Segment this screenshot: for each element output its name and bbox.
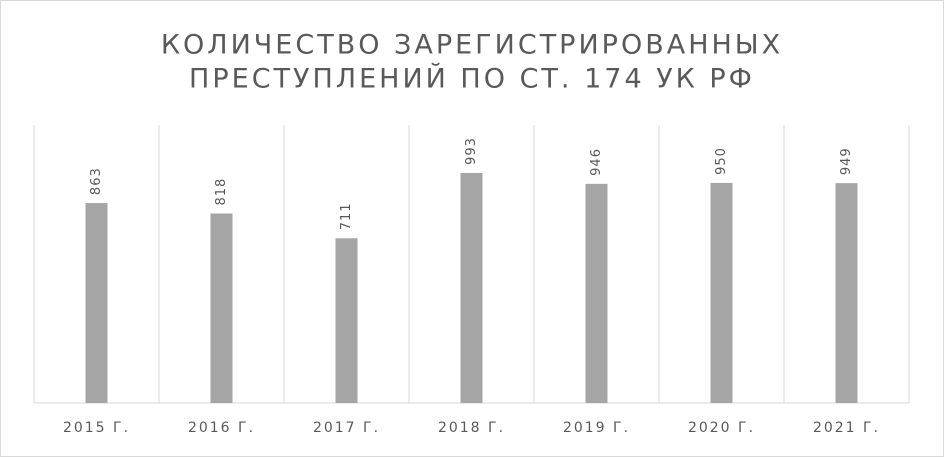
bar [460,172,483,403]
value-label: 950 [714,147,729,175]
x-tick-label: 2015 Г. [63,420,130,436]
value-label: 863 [89,167,104,195]
x-tick-label: 2021 Г. [813,420,880,436]
bar [585,183,608,403]
chart-title: ПРЕСТУПЛЕНИЙ ПО СТ. 174 УК РФ [189,63,755,95]
x-tick-label: 2019 Г. [563,420,630,436]
x-tick-label: 2016 Г. [188,420,255,436]
chart-title: КОЛИЧЕСТВО ЗАРЕГИСТРИРОВАННЫХ [161,30,783,61]
x-tick-label: 2018 Г. [438,420,505,436]
bar [85,203,108,403]
value-label: 818 [214,178,229,206]
value-label: 711 [339,202,354,230]
value-label: 993 [464,137,479,165]
value-label: 946 [589,148,604,176]
x-tick-label: 2020 Г. [688,420,755,436]
bar [210,213,233,403]
x-tick-label: 2017 Г. [313,420,380,436]
bar [710,182,733,403]
value-label: 949 [839,147,854,175]
bar [335,238,358,403]
bar [835,183,858,403]
